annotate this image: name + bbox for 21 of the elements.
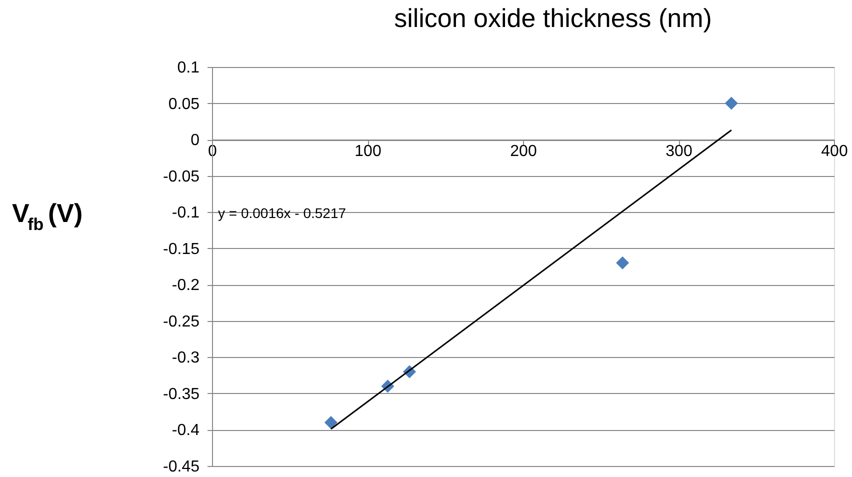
x-tick-label: 200	[510, 143, 537, 160]
y-tick-label: -0.2	[172, 277, 200, 294]
x-axis-title: silicon oxide thickness (nm)	[394, 3, 712, 33]
point	[724, 96, 738, 110]
point	[616, 256, 630, 270]
x-tick-label: 400	[821, 143, 848, 160]
x-tick-label: 300	[666, 143, 692, 160]
y-tick-label: -0.45	[163, 458, 200, 476]
y-tick-label: -0.35	[163, 386, 200, 403]
y-tick-label: -0.1	[172, 204, 200, 222]
x-tick-label: 100	[354, 143, 382, 160]
annotation: y = 0.0016x - 0.5217	[218, 205, 346, 221]
y-tick-label: 0.05	[168, 96, 200, 113]
point	[324, 416, 338, 429]
y-tick-label: -0.25	[163, 313, 200, 330]
y-tick-label: -0.05	[163, 168, 200, 186]
y-tick-label: 0	[190, 132, 200, 150]
y-tick-label: -0.4	[172, 422, 200, 440]
y-tick-label: -0.3	[172, 350, 200, 367]
y-tick-label: -0.15	[163, 240, 200, 258]
y-tick-label: 0.1	[177, 60, 200, 76]
